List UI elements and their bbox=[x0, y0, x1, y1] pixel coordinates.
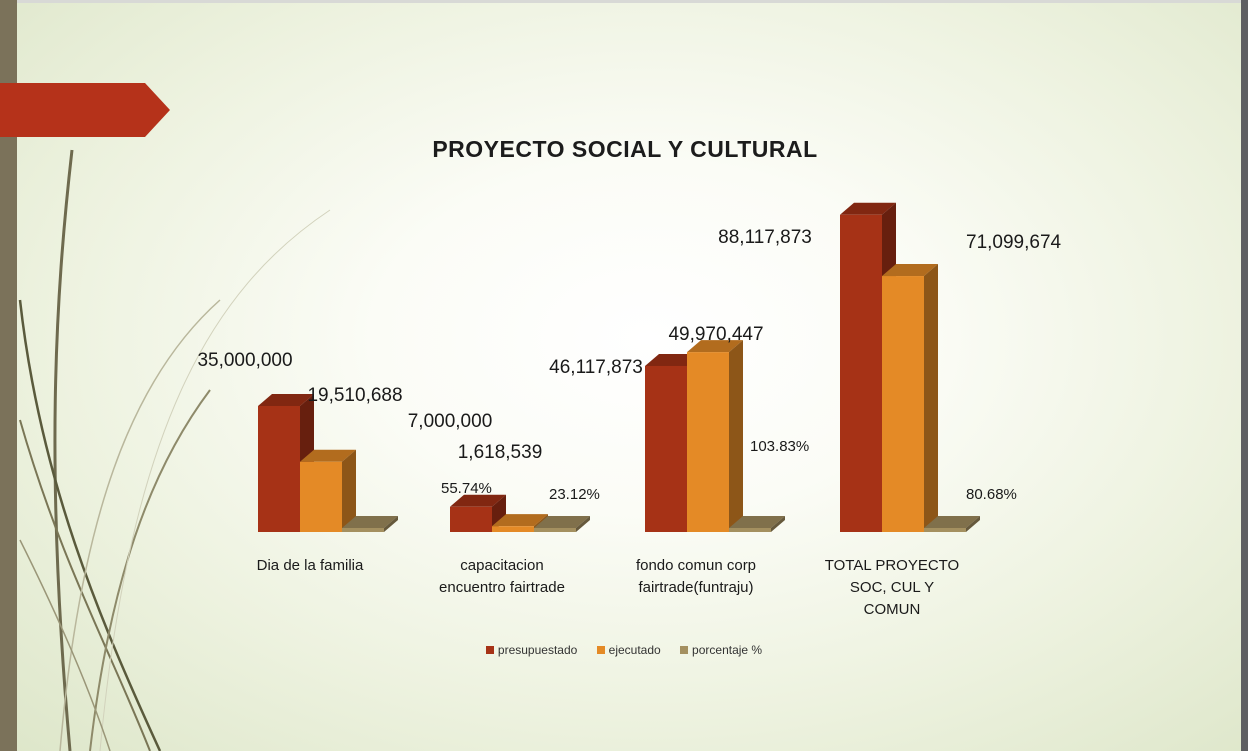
swoosh-line bbox=[19, 419, 151, 751]
swoosh-line bbox=[53, 149, 74, 751]
swoosh-line bbox=[19, 539, 111, 751]
bar bbox=[687, 352, 729, 532]
data-label: 7,000,000 bbox=[408, 411, 493, 432]
data-label: 46,117,873 bbox=[549, 357, 643, 378]
category-label: TOTAL PROYECTO bbox=[825, 557, 959, 574]
bar bbox=[342, 528, 384, 532]
bar-side bbox=[966, 516, 980, 532]
bar-top bbox=[492, 514, 548, 527]
bar-top bbox=[729, 516, 785, 528]
bar-side bbox=[384, 516, 398, 532]
legend-swatch bbox=[485, 645, 494, 654]
data-label: 71,099,674 bbox=[966, 232, 1062, 253]
category-label: capacitacion bbox=[460, 557, 543, 574]
data-label: 1,618,539 bbox=[458, 442, 543, 463]
data-label: 88,117,873 bbox=[718, 227, 812, 248]
bar bbox=[258, 406, 300, 532]
data-label: 19,510,688 bbox=[307, 385, 402, 406]
legend-swatch bbox=[680, 645, 689, 654]
legend-item-porcentaje: porcentaje % bbox=[680, 642, 762, 657]
bar bbox=[492, 526, 534, 532]
bar-top bbox=[924, 516, 980, 528]
category-label: COMUN bbox=[864, 601, 921, 618]
top-border bbox=[0, 0, 1248, 3]
bar bbox=[840, 214, 882, 533]
bar-top bbox=[450, 494, 506, 507]
swoosh-line bbox=[18, 299, 162, 751]
legend-swatch bbox=[596, 645, 605, 654]
swoosh-line bbox=[89, 389, 211, 751]
left-accent-bar bbox=[0, 0, 17, 751]
category-label: fondo comun corp bbox=[636, 557, 756, 574]
legend-label: ejecutado bbox=[608, 642, 661, 657]
bar-top bbox=[258, 394, 314, 406]
category-label: encuentro fairtrade bbox=[439, 579, 565, 596]
data-label: 80.68% bbox=[966, 486, 1017, 503]
bar bbox=[300, 461, 342, 532]
legend-item-presupuestado: presupuestado bbox=[485, 642, 578, 657]
bar bbox=[882, 276, 924, 532]
category-label: Dia de la familia bbox=[257, 557, 364, 574]
category-label: SOC, CUL Y bbox=[850, 579, 934, 596]
bar-top bbox=[882, 264, 938, 277]
bar-side bbox=[342, 449, 356, 532]
bar bbox=[924, 528, 966, 532]
data-label: 23.12% bbox=[549, 486, 600, 503]
bar bbox=[450, 506, 492, 532]
bar bbox=[534, 528, 576, 532]
bar-side bbox=[576, 516, 590, 532]
swoosh-line bbox=[59, 299, 221, 751]
right-border bbox=[1241, 0, 1248, 751]
data-label: 35,000,000 bbox=[197, 350, 292, 371]
bar-side bbox=[771, 516, 785, 532]
bar-top bbox=[687, 340, 743, 353]
category-label: fairtrade(funtraju) bbox=[638, 579, 753, 596]
chart-legend: presupuestado ejecutado porcentaje % bbox=[0, 642, 1248, 657]
bar-top bbox=[840, 202, 896, 215]
bar-side bbox=[729, 340, 743, 532]
red-arrow-banner bbox=[0, 83, 170, 137]
bar-side bbox=[924, 264, 938, 532]
swoosh-line bbox=[99, 209, 331, 751]
legend-label: porcentaje % bbox=[692, 642, 763, 657]
chart-title: PROYECTO SOCIAL Y CULTURAL bbox=[432, 136, 818, 162]
legend-item-ejecutado: ejecutado bbox=[596, 642, 661, 657]
bar bbox=[645, 365, 687, 532]
legend-label: presupuestado bbox=[497, 642, 578, 657]
bar-top bbox=[534, 516, 590, 528]
bar bbox=[729, 528, 771, 532]
bar-top bbox=[342, 516, 398, 528]
data-label: 49,970,447 bbox=[668, 324, 763, 345]
bar-top bbox=[300, 449, 356, 462]
data-label: 55.74% bbox=[441, 480, 492, 497]
data-label: 103.83% bbox=[750, 438, 809, 455]
